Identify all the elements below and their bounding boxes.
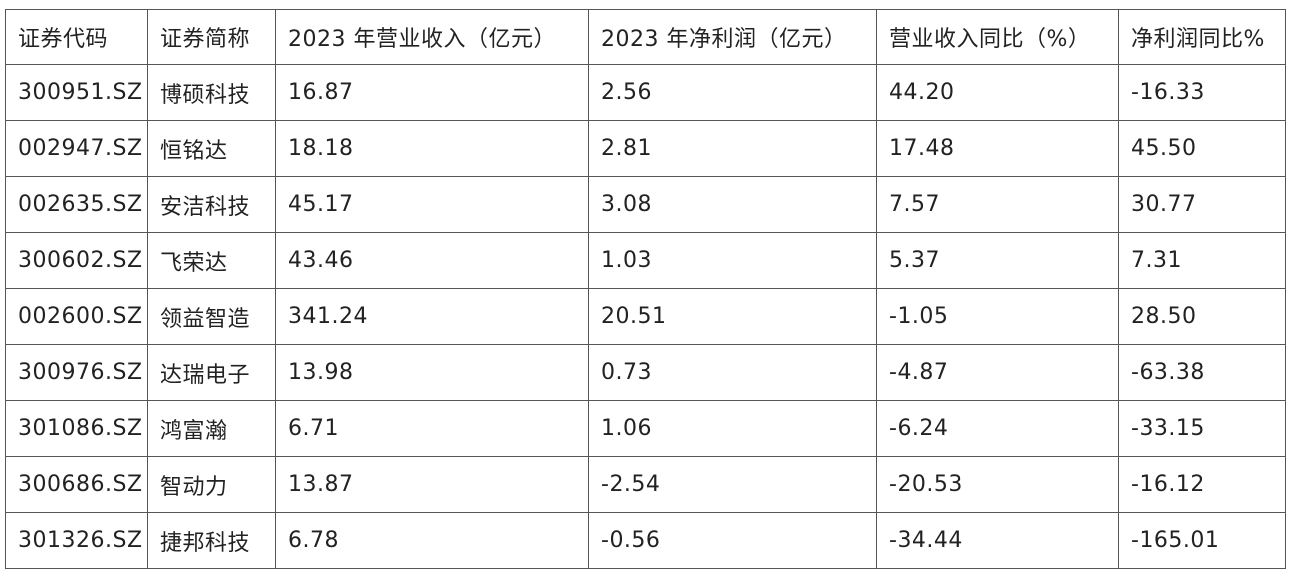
table-row: 002600.SZ 领益智造 341.24 20.51 -1.05 28.50 xyxy=(5,288,1286,345)
cell-revenue: 13.87 xyxy=(275,456,589,513)
cell-revenue: 6.71 xyxy=(275,400,589,457)
cell-security-code: 002947.SZ xyxy=(5,120,148,177)
cell-revenue-yoy: 17.48 xyxy=(876,120,1119,177)
cell-net-profit: 2.56 xyxy=(588,64,877,121)
table-row: 300602.SZ 飞荣达 43.46 1.03 5.37 7.31 xyxy=(5,232,1286,289)
cell-revenue: 6.78 xyxy=(275,512,589,569)
cell-security-name: 博硕科技 xyxy=(147,64,276,121)
cell-net-profit: -2.54 xyxy=(588,456,877,513)
cell-net-profit-yoy: -16.12 xyxy=(1118,456,1286,513)
cell-revenue: 13.98 xyxy=(275,344,589,401)
cell-revenue: 45.17 xyxy=(275,176,589,233)
cell-net-profit: -0.56 xyxy=(588,512,877,569)
cell-security-code: 300686.SZ xyxy=(5,456,148,513)
cell-revenue: 341.24 xyxy=(275,288,589,345)
cell-security-code: 301086.SZ xyxy=(5,400,148,457)
cell-net-profit-yoy: -33.15 xyxy=(1118,400,1286,457)
cell-security-name: 安洁科技 xyxy=(147,176,276,233)
header-security-code: 证券代码 xyxy=(5,9,148,65)
table-row: 301326.SZ 捷邦科技 6.78 -0.56 -34.44 -165.01 xyxy=(5,512,1286,569)
cell-net-profit-yoy: -165.01 xyxy=(1118,512,1286,569)
cell-security-name: 鸿富瀚 xyxy=(147,400,276,457)
cell-security-code: 002600.SZ xyxy=(5,288,148,345)
cell-security-code: 002635.SZ xyxy=(5,176,148,233)
cell-net-profit-yoy: -16.33 xyxy=(1118,64,1286,121)
cell-revenue-yoy: -4.87 xyxy=(876,344,1119,401)
header-revenue-2023: 2023 年营业收入（亿元） xyxy=(275,9,589,65)
table-row: 300976.SZ 达瑞电子 13.98 0.73 -4.87 -63.38 xyxy=(5,344,1286,401)
cell-security-name: 达瑞电子 xyxy=(147,344,276,401)
header-net-profit-yoy: 净利润同比% xyxy=(1118,9,1286,65)
cell-security-name: 领益智造 xyxy=(147,288,276,345)
cell-revenue-yoy: -20.53 xyxy=(876,456,1119,513)
cell-revenue-yoy: -34.44 xyxy=(876,512,1119,569)
cell-net-profit-yoy: 7.31 xyxy=(1118,232,1286,289)
header-row: 证券代码 证券简称 2023 年营业收入（亿元） 2023 年净利润（亿元） 营… xyxy=(5,9,1286,65)
table-row: 002947.SZ 恒铭达 18.18 2.81 17.48 45.50 xyxy=(5,120,1286,177)
cell-revenue: 43.46 xyxy=(275,232,589,289)
cell-revenue: 16.87 xyxy=(275,64,589,121)
cell-revenue-yoy: 5.37 xyxy=(876,232,1119,289)
cell-revenue-yoy: 44.20 xyxy=(876,64,1119,121)
cell-security-code: 301326.SZ xyxy=(5,512,148,569)
cell-revenue-yoy: -1.05 xyxy=(876,288,1119,345)
cell-security-name: 捷邦科技 xyxy=(147,512,276,569)
cell-net-profit-yoy: 28.50 xyxy=(1118,288,1286,345)
cell-net-profit: 0.73 xyxy=(588,344,877,401)
cell-net-profit: 2.81 xyxy=(588,120,877,177)
cell-revenue-yoy: 7.57 xyxy=(876,176,1119,233)
header-net-profit-2023: 2023 年净利润（亿元） xyxy=(588,9,877,65)
cell-security-code: 300602.SZ xyxy=(5,232,148,289)
header-revenue-yoy: 营业收入同比（%） xyxy=(876,9,1119,65)
cell-net-profit-yoy: 30.77 xyxy=(1118,176,1286,233)
cell-net-profit: 1.03 xyxy=(588,232,877,289)
cell-net-profit: 1.06 xyxy=(588,400,877,457)
table-row: 301086.SZ 鸿富瀚 6.71 1.06 -6.24 -33.15 xyxy=(5,400,1286,457)
cell-net-profit-yoy: -63.38 xyxy=(1118,344,1286,401)
cell-revenue: 18.18 xyxy=(275,120,589,177)
cell-net-profit: 20.51 xyxy=(588,288,877,345)
cell-security-code: 300976.SZ xyxy=(5,344,148,401)
table-row: 300951.SZ 博硕科技 16.87 2.56 44.20 -16.33 xyxy=(5,64,1286,121)
cell-net-profit-yoy: 45.50 xyxy=(1118,120,1286,177)
cell-security-name: 飞荣达 xyxy=(147,232,276,289)
table-row: 002635.SZ 安洁科技 45.17 3.08 7.57 30.77 xyxy=(5,176,1286,233)
financial-data-table: 证券代码 证券简称 2023 年营业收入（亿元） 2023 年净利润（亿元） 营… xyxy=(5,9,1286,569)
cell-security-name: 恒铭达 xyxy=(147,120,276,177)
cell-security-name: 智动力 xyxy=(147,456,276,513)
table-row: 300686.SZ 智动力 13.87 -2.54 -20.53 -16.12 xyxy=(5,456,1286,513)
cell-net-profit: 3.08 xyxy=(588,176,877,233)
cell-revenue-yoy: -6.24 xyxy=(876,400,1119,457)
header-security-name: 证券简称 xyxy=(147,9,276,65)
cell-security-code: 300951.SZ xyxy=(5,64,148,121)
